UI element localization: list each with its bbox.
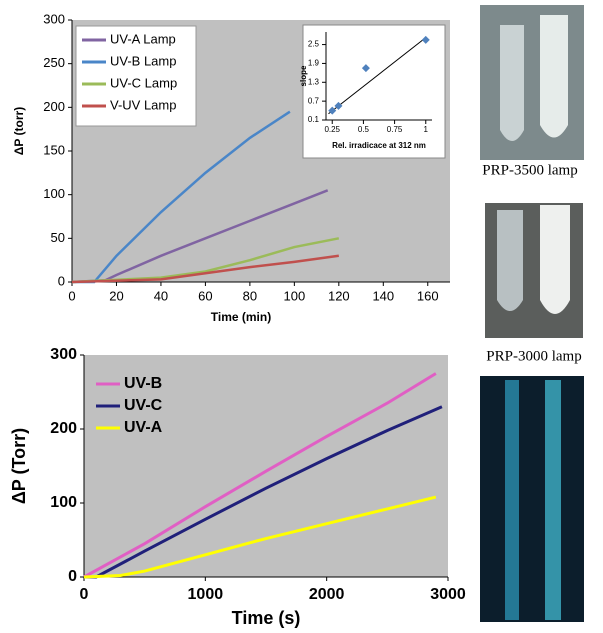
y-axis-label: ΔP (torr) [12, 107, 26, 155]
y-tick-label: 300 [43, 11, 65, 26]
photo [480, 376, 584, 622]
x-tick-label: 0.5 [358, 125, 370, 134]
y-tick-label: 0 [58, 273, 65, 288]
x-tick-label: 1 [424, 125, 429, 134]
x-tick-label: 140 [372, 288, 394, 303]
y-tick-label: 0 [68, 568, 77, 585]
y-tick-label: 150 [43, 142, 65, 157]
legend-label: UV-A [124, 419, 163, 436]
legend-label: UV-B Lamp [110, 53, 176, 68]
series-line [71, 237, 340, 284]
legend-label: V-UV Lamp [110, 97, 176, 112]
legend-label: UV-A Lamp [110, 31, 176, 46]
y-tick-label: 300 [50, 346, 77, 363]
y-tick-label: 200 [50, 420, 77, 437]
caption: PRP-3000 lamp [486, 348, 581, 364]
inset-frame [302, 24, 446, 159]
y-tick-label: 0.7 [308, 96, 320, 105]
tube [540, 205, 570, 314]
x-tick-label: 3000 [430, 586, 466, 603]
x-tick-label: 160 [417, 288, 439, 303]
x-tick-label: 0 [80, 586, 89, 603]
x-tick-label: 0.25 [324, 125, 340, 134]
y-tick-label: 200 [43, 99, 65, 114]
tube [497, 210, 523, 311]
y-tick-label: 2.5 [308, 40, 320, 49]
point [421, 35, 430, 44]
y-axis-label: ΔP (Torr) [9, 428, 29, 504]
y-axis-label: slope [299, 65, 308, 86]
x-tick-label: 1000 [188, 586, 224, 603]
y-tick-label: 0.1 [308, 115, 320, 124]
y-tick-label: 50 [51, 230, 65, 245]
y-tick-label: 100 [43, 186, 65, 201]
x-tick-label: 0 [68, 288, 75, 303]
x-tick-label: 20 [109, 288, 123, 303]
tube [540, 15, 568, 138]
legend-label: UV-C [124, 397, 163, 414]
y-tick-label: 250 [43, 55, 65, 70]
caption: PRP-3500 lamp [482, 162, 577, 178]
tube [505, 380, 519, 620]
x-tick-label: 120 [328, 288, 350, 303]
point [361, 64, 370, 73]
x-tick-label: 0.75 [387, 125, 403, 134]
series-line [83, 495, 437, 579]
y-tick-label: 100 [50, 494, 77, 511]
legend-label: UV-B [124, 375, 162, 392]
x-tick-label: 60 [198, 288, 212, 303]
legend-label: UV-C Lamp [110, 75, 177, 90]
trendline [328, 37, 427, 115]
series-line [71, 254, 339, 284]
x-axis-label: Time (min) [211, 310, 271, 324]
x-axis-label: Rel. irradicace at 312 nm [332, 141, 426, 150]
point [328, 106, 337, 115]
tube [500, 25, 524, 141]
x-axis-label: Time (s) [232, 608, 301, 628]
x-tick-label: 80 [243, 288, 257, 303]
x-tick-label: 40 [154, 288, 168, 303]
series-line [83, 372, 437, 579]
tube [545, 380, 561, 620]
photo [480, 5, 584, 160]
series-line [84, 405, 443, 579]
point [334, 101, 343, 110]
legend-box [75, 25, 197, 127]
y-tick-label: 1.9 [308, 59, 320, 68]
x-tick-label: 100 [284, 288, 306, 303]
x-tick-label: 2000 [309, 586, 345, 603]
y-tick-label: 1.3 [308, 77, 320, 86]
